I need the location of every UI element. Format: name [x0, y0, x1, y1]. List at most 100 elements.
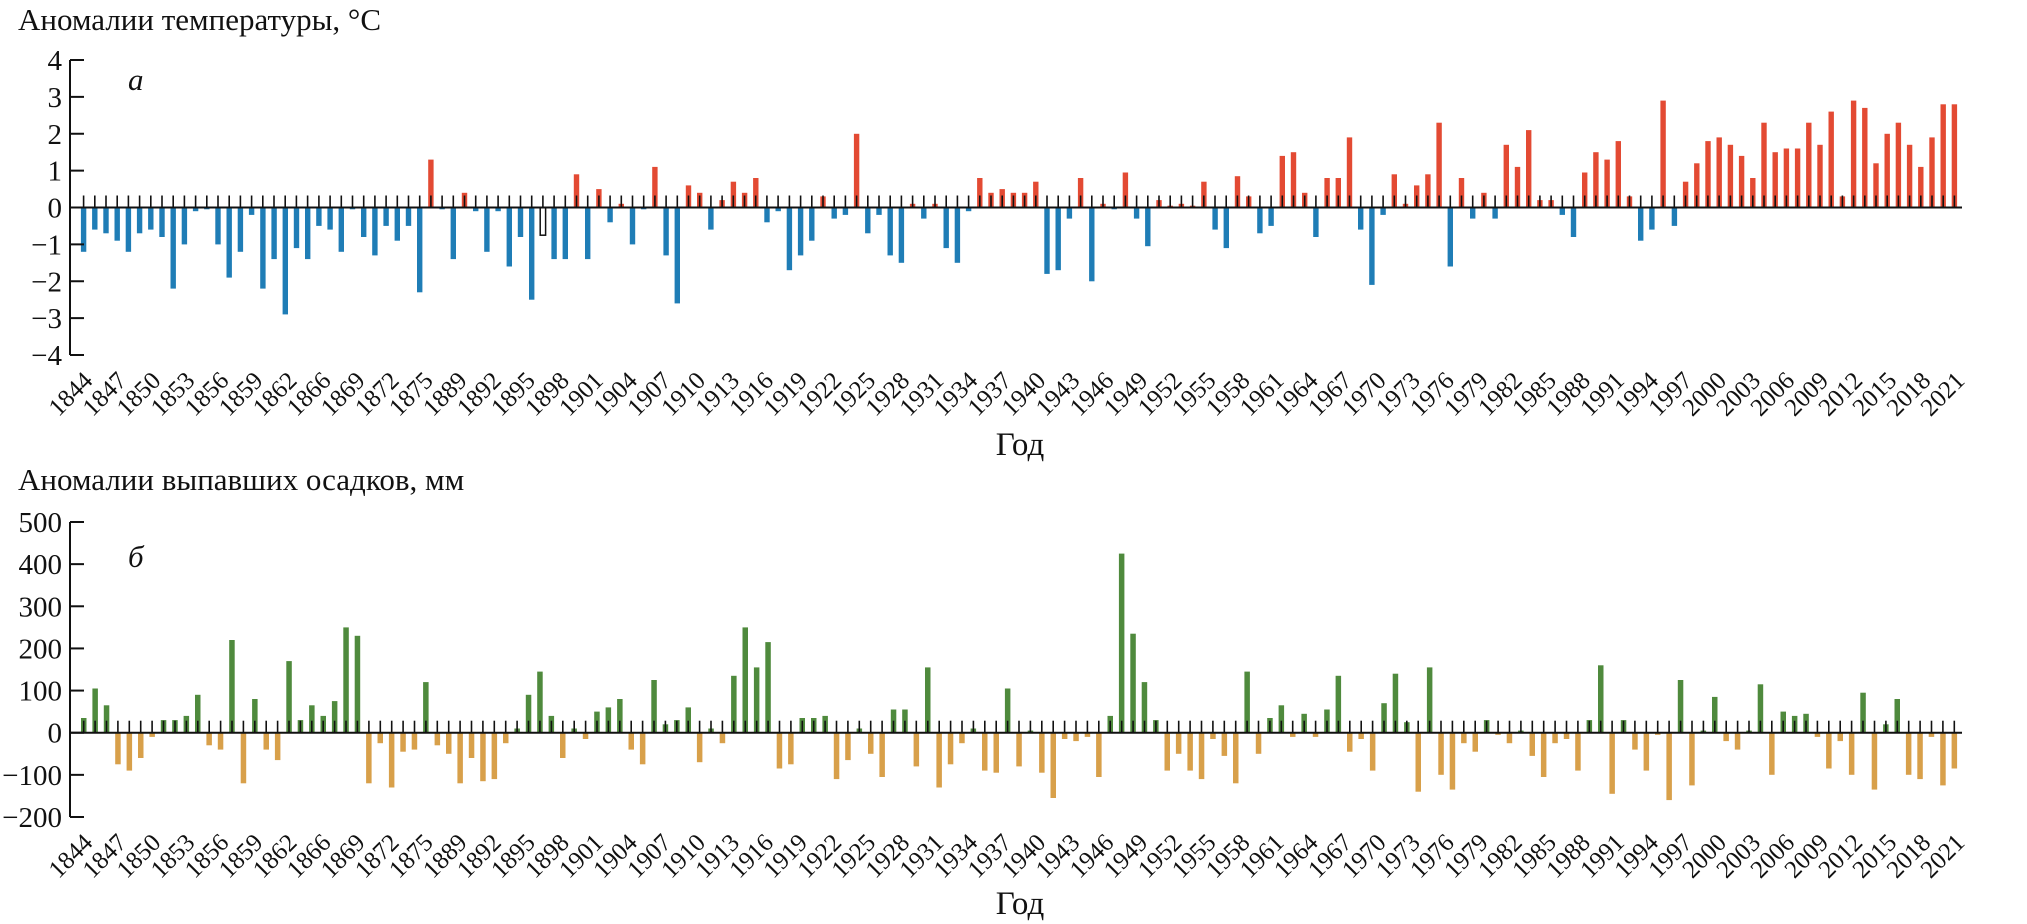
temperature-bar	[1391, 174, 1397, 208]
temperature-bar	[1470, 207, 1476, 219]
precipitation-bar	[1050, 732, 1056, 798]
temperature-bar	[1492, 207, 1498, 219]
precipitation-bar	[1347, 732, 1353, 752]
precipitation-bar	[833, 732, 840, 780]
temperature-bar	[775, 207, 781, 212]
precipitation-bar	[1643, 732, 1650, 771]
temperature-bar	[1290, 152, 1297, 208]
precipitation-bar	[845, 732, 851, 761]
temperature-bar	[1918, 166, 1924, 208]
precipitation-y-tick-label: 0	[48, 718, 63, 750]
precipitation-chart-title: Аномалии выпавших осадков, мм	[18, 462, 464, 497]
temperature-bar	[652, 166, 658, 208]
precipitation-bar	[446, 732, 452, 754]
precipitation-bar	[788, 732, 794, 765]
temperature-bar	[1850, 100, 1857, 208]
precipitation-bar	[1369, 732, 1376, 771]
temperature-bar	[842, 207, 849, 215]
precipitation-panel-label: б	[128, 539, 145, 574]
temperature-bar	[1716, 137, 1722, 208]
temperature-bar	[1223, 207, 1229, 249]
precipitation-bar	[1814, 732, 1821, 737]
precipitation-y-tick-label: 200	[19, 633, 63, 665]
temperature-bar	[1436, 122, 1442, 208]
temperature-bar	[1671, 207, 1678, 226]
temperature-bar	[1604, 159, 1610, 208]
precipitation-bar	[491, 732, 498, 780]
temperature-bar	[282, 207, 288, 315]
precipitation-bar	[1655, 732, 1661, 735]
precipitation-bar	[400, 732, 406, 752]
temperature-axes	[69, 60, 1962, 355]
temperature-bar	[293, 207, 300, 249]
precipitation-bar	[240, 732, 247, 784]
precipitation-bar	[503, 732, 509, 744]
temperature-y-tick-label: −3	[31, 303, 62, 335]
temperature-bar	[1279, 155, 1285, 208]
temperature-bar	[921, 207, 927, 219]
temperature-bar	[1044, 207, 1050, 274]
precipitation-y-tick-label: 500	[19, 507, 63, 539]
precipitation-y-tick-label: −200	[2, 802, 62, 834]
precipitation-bar	[1940, 732, 1946, 786]
temperature-bar	[80, 207, 87, 252]
precipitation-bar	[605, 707, 612, 733]
temperature-bar	[954, 207, 961, 263]
temperature-bar	[1122, 172, 1129, 208]
precipitation-bar	[1312, 732, 1319, 737]
precipitation-bar	[731, 675, 737, 733]
precipitation-y-tick-label: 400	[19, 549, 63, 581]
temperature-bar	[215, 207, 221, 245]
temperature-bar	[1705, 141, 1711, 208]
precipitation-bar	[434, 732, 441, 746]
temperature-bar	[1884, 133, 1890, 208]
precipitation-bar	[1734, 732, 1741, 750]
temperature-bar	[1895, 122, 1902, 208]
temperature-panel-label: а	[128, 62, 144, 97]
temperature-bar	[663, 207, 669, 256]
precipitation-bar	[1244, 671, 1250, 733]
temperature-bar	[92, 207, 98, 230]
precipitation-bar	[1677, 680, 1684, 733]
temperature-bar	[1055, 207, 1061, 271]
precipitation-bar	[229, 640, 235, 733]
temperature-bar	[764, 207, 770, 223]
precipitation-bar	[115, 732, 121, 765]
temperature-bar	[1593, 152, 1599, 208]
temperature-bar	[1828, 111, 1834, 208]
precipitation-bar	[1860, 692, 1866, 733]
temperature-bar	[629, 207, 636, 245]
temperature-bar	[506, 207, 512, 267]
temperature-bar	[405, 207, 412, 226]
temperature-bar	[1929, 137, 1935, 208]
precipitation-bar	[1495, 732, 1501, 735]
temperature-bar	[1358, 207, 1364, 230]
precipitation-bar	[651, 680, 657, 733]
temperature-bar	[1425, 174, 1431, 208]
precipitation-bar	[1917, 732, 1923, 780]
precipitation-bars	[81, 553, 1958, 801]
temperature-bar	[831, 207, 837, 219]
precipitation-bar	[1381, 703, 1387, 733]
precipitation-bar	[1187, 732, 1193, 771]
temperature-bar	[1335, 178, 1341, 208]
temperature-bar	[237, 207, 244, 252]
temperature-bar	[226, 207, 232, 278]
precipitation-bar	[331, 701, 338, 733]
temperature-bar	[562, 207, 568, 260]
temperature-bar	[417, 207, 423, 293]
precipitation-bar	[309, 705, 315, 733]
temperature-bar	[708, 207, 714, 230]
temperature-bar	[786, 207, 793, 271]
temperature-anomaly-chart: Аномалии температуры, °С а Год 4 3 2 1 0 −1 −2…	[18, 2, 1970, 463]
temperature-bar	[1089, 207, 1095, 282]
temperature-bar	[1862, 107, 1868, 208]
precipitation-bar	[696, 732, 703, 763]
precipitation-bar	[366, 732, 372, 784]
precipitation-bar	[423, 682, 429, 733]
temperature-y-tick-label: −4	[31, 340, 62, 372]
precipitation-bar	[1723, 732, 1729, 742]
precipitation-bar	[1769, 732, 1775, 775]
precipitation-bar	[993, 732, 999, 773]
precipitation-axes	[69, 522, 1962, 817]
